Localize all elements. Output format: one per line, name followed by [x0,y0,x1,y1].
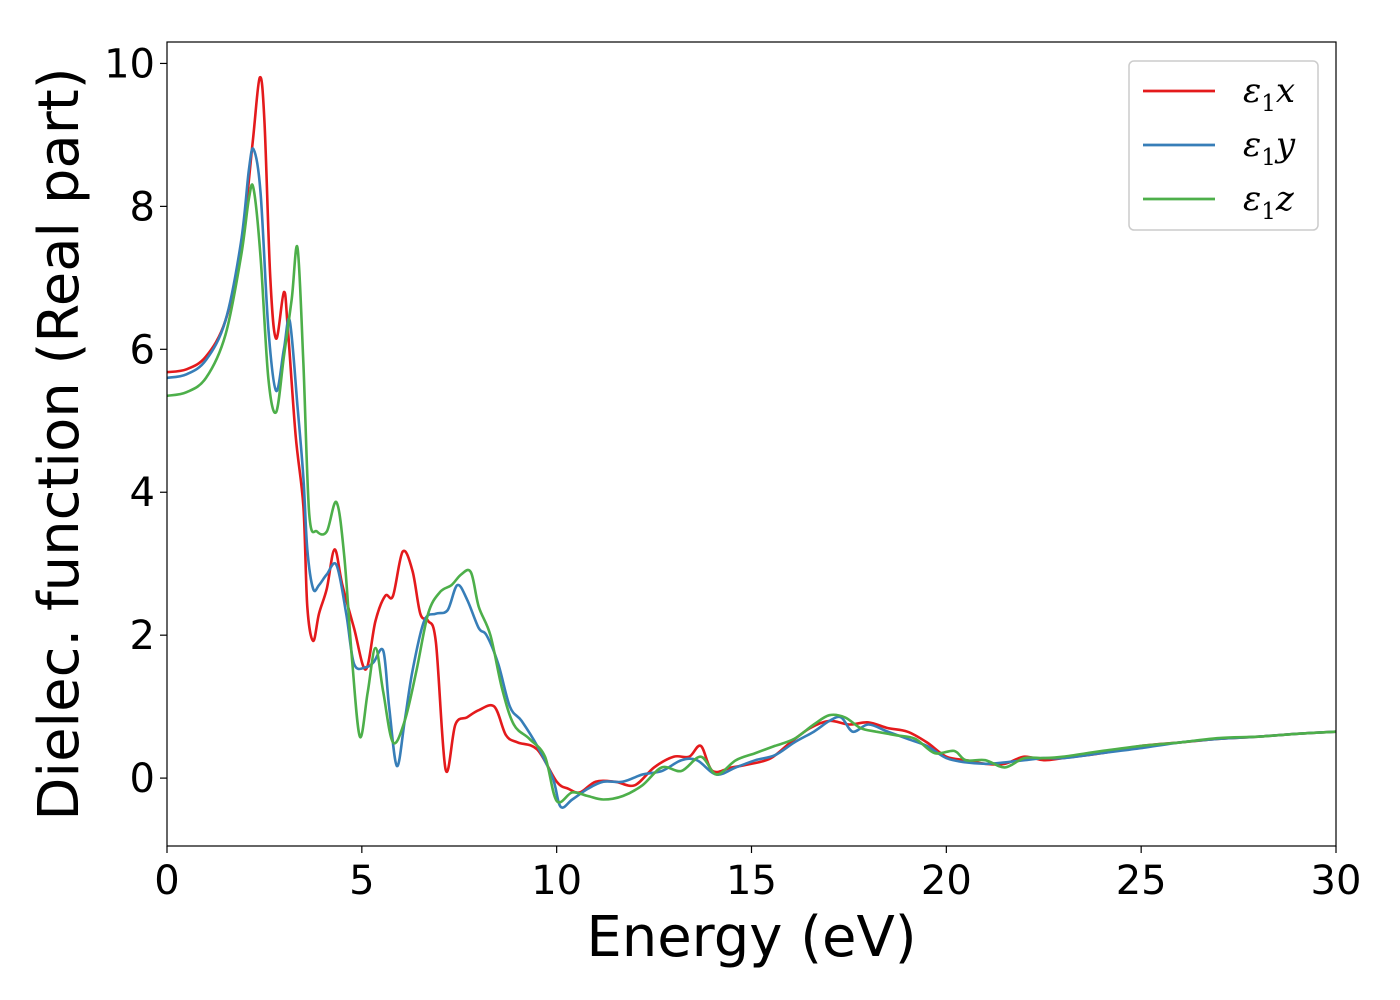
series-line-x [167,75,1336,794]
x-tick-label: 15 [726,858,777,904]
x-tick-label: 25 [1116,858,1167,904]
legend-label-z: ε1z [1243,179,1295,225]
legend-label-y: ε1y [1243,125,1296,171]
legend-box [1128,60,1319,231]
series-line-y [167,147,1336,809]
plot-frame [166,41,1337,847]
legend-label-x: ε1x [1243,71,1295,117]
y-tick-label: 2 [130,613,155,659]
series-line-z [167,183,1336,804]
series-layer [167,75,1336,809]
legend: ε1x ε1y ε1z [1128,60,1319,231]
y-tick-label: 10 [104,41,155,87]
x-tick-label: 30 [1311,858,1362,904]
x-tick-label: 20 [921,858,972,904]
x-axis-title: Energy (eV) [586,905,916,970]
y-tick-label: 4 [130,470,155,516]
y-tick-label: 8 [130,184,155,230]
x-tick-label: 5 [349,858,374,904]
y-axis-title: Dielec. function (Real part) [27,67,92,820]
tick-layer: 0 5 10 15 20 25 30 0 2 4 6 8 10 [104,41,1361,904]
y-tick-label: 6 [130,327,155,373]
x-tick-label: 10 [531,858,582,904]
x-tick-label: 0 [154,858,179,904]
y-tick-label: 0 [130,756,155,802]
